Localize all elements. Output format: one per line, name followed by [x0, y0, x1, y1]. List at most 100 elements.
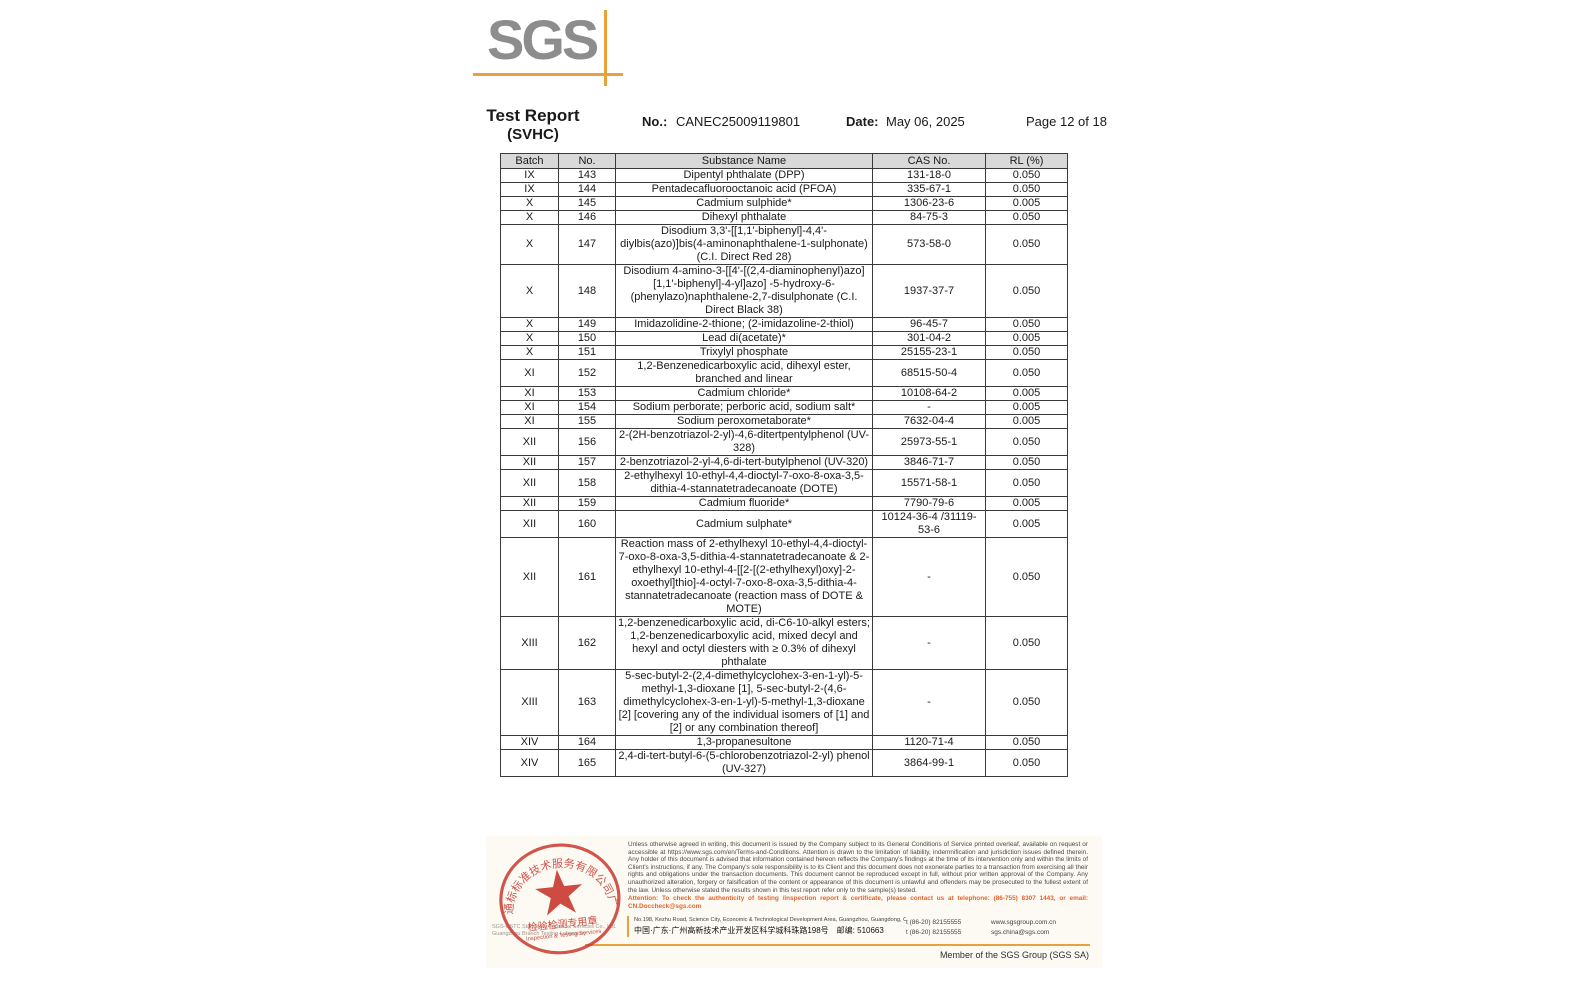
- cell-cas: 84-75-3: [872, 210, 986, 225]
- table-row: XII 161 Reaction mass of 2-ethylhexyl 10…: [500, 537, 1068, 617]
- cell-batch: XII: [500, 510, 559, 538]
- cell-substance-name: Cadmium chloride*: [615, 386, 873, 401]
- table-header-row: Batch No. Substance Name CAS No. RL (%): [500, 153, 1068, 169]
- cell-cas: 3864-99-1: [872, 749, 986, 777]
- cell-substance-name: Sodium peroxometaborate*: [615, 414, 873, 429]
- report-no-label-text: No.:: [642, 114, 668, 129]
- cell-substance-name: Cadmium fluoride*: [615, 496, 873, 511]
- report-title: Test Report (SVHC): [473, 106, 593, 143]
- footer: SGS-CSTC Standards Technical Services Co…: [486, 835, 1102, 968]
- table-row: XIV 164 1,3-propanesultone 1120-71-4 0.0…: [500, 735, 1068, 750]
- report-title-line1: Test Report: [486, 106, 580, 125]
- cell-rl: 0.005: [985, 496, 1068, 511]
- cell-batch: XI: [500, 414, 559, 429]
- cell-no: 164: [558, 735, 616, 750]
- table-row: XII 159 Cadmium fluoride* 7790-79-6 0.00…: [500, 496, 1068, 511]
- cell-rl: 0.005: [985, 386, 1068, 401]
- cell-no: 143: [558, 168, 616, 183]
- cell-substance-name: Reaction mass of 2-ethylhexyl 10-ethyl-4…: [615, 537, 873, 617]
- cell-rl: 0.005: [985, 400, 1068, 415]
- cell-batch: XII: [500, 428, 559, 456]
- table-row: XI 153 Cadmium chloride* 10108-64-2 0.00…: [500, 386, 1068, 401]
- cell-substance-name: Sodium perborate; perboric acid, sodium …: [615, 400, 873, 415]
- cell-batch: X: [500, 196, 559, 211]
- table-row: XIV 165 2,4-di-tert-butyl-6-(5-chloroben…: [500, 749, 1068, 777]
- table-row: X 150 Lead di(acetate)* 301-04-2 0.005: [500, 331, 1068, 346]
- cell-substance-name: 2-benzotriazol-2-yl-4,6-di-tert-butylphe…: [615, 455, 873, 470]
- cell-no: 160: [558, 510, 616, 538]
- table-row: X 148 Disodium 4-amino-3-[[4'-[(2,4-diam…: [500, 264, 1068, 318]
- cell-batch: X: [500, 345, 559, 360]
- cell-substance-name: Trixylyl phosphate: [615, 345, 873, 360]
- cell-no: 159: [558, 496, 616, 511]
- web-column: www.sgsgroup.com.cn sgs.china@sgs.com: [991, 916, 1091, 937]
- cell-rl: 0.050: [985, 428, 1068, 456]
- address-block: No.198, Kezhu Road, Science City, Econom…: [627, 916, 1096, 937]
- cell-no: 152: [558, 359, 616, 387]
- cell-rl: 0.050: [985, 749, 1068, 777]
- cell-batch: XII: [500, 496, 559, 511]
- table-row: XIII 163 5-sec-butyl-2-(2,4-dimethylcycl…: [500, 669, 1068, 736]
- cell-no: 150: [558, 331, 616, 346]
- disclaimer-block: Unless otherwise agreed in writing, this…: [628, 841, 1088, 910]
- cell-cas: 68515-50-4: [872, 359, 986, 387]
- cell-cas: 25155-23-1: [872, 345, 986, 360]
- cell-substance-name: Lead di(acetate)*: [615, 331, 873, 346]
- cell-rl: 0.050: [985, 345, 1068, 360]
- company-name-lines: SGS-CSTC Standards Technical Services Co…: [492, 924, 642, 938]
- cell-no: 146: [558, 210, 616, 225]
- cell-cas: 15571-58-1: [872, 469, 986, 497]
- col-header-no: No.: [558, 153, 616, 169]
- cell-rl: 0.050: [985, 455, 1068, 470]
- footer-orange-rule: [585, 944, 1090, 946]
- cell-cas: 1120-71-4: [872, 735, 986, 750]
- cell-no: 147: [558, 224, 616, 265]
- cell-rl: 0.050: [985, 469, 1068, 497]
- cell-rl: 0.050: [985, 168, 1068, 183]
- report-no-label: No.:: [642, 114, 667, 129]
- substance-table-body: IX 143 Dipentyl phthalate (DPP) 131-18-0…: [500, 168, 1068, 777]
- cell-rl: 0.005: [985, 196, 1068, 211]
- cell-substance-name: 2-(2H-benzotriazol-2-yl)-4,6-ditertpenty…: [615, 428, 873, 456]
- table-row: XIII 162 1,2-benzenedicarboxylic acid, d…: [500, 616, 1068, 670]
- report-date-label: Date:: [846, 114, 879, 129]
- cell-batch: XIV: [500, 749, 559, 777]
- report-date-value: May 06, 2025: [886, 114, 965, 129]
- cell-no: 154: [558, 400, 616, 415]
- logo-vertical-line: [604, 10, 607, 86]
- cell-rl: 0.050: [985, 735, 1068, 750]
- cell-substance-name: 1,2-benzenedicarboxylic acid, di-C6-10-a…: [615, 616, 873, 670]
- cell-batch: XI: [500, 359, 559, 387]
- cell-no: 145: [558, 196, 616, 211]
- cell-substance-name: Disodium 3,3'-[[1,1'-biphenyl]-4,4'-diyl…: [615, 224, 873, 265]
- cell-substance-name: 2-ethylhexyl 10-ethyl-4,4-dioctyl-7-oxo-…: [615, 469, 873, 497]
- cell-substance-name: Imidazolidine-2-thione; (2-imidazoline-2…: [615, 317, 873, 332]
- website-text: www.sgsgroup.com.cn: [991, 919, 1057, 926]
- telephone-column: t (86-20) 82155555 t (86-20) 82155555: [906, 916, 991, 937]
- cell-rl: 0.050: [985, 669, 1068, 736]
- sgs-logo: SGS: [473, 8, 637, 90]
- cell-batch: X: [500, 317, 559, 332]
- cell-rl: 0.050: [985, 210, 1068, 225]
- disclaimer-text: Unless otherwise agreed in writing, this…: [628, 841, 1088, 894]
- cell-cas: 1937-37-7: [872, 264, 986, 318]
- cell-cas: 10108-64-2: [872, 386, 986, 401]
- table-row: XII 156 2-(2H-benzotriazol-2-yl)-4,6-dit…: [500, 428, 1068, 456]
- table-row: XII 157 2-benzotriazol-2-yl-4,6-di-tert-…: [500, 455, 1068, 470]
- cell-no: 153: [558, 386, 616, 401]
- col-header-substance-name: Substance Name: [615, 153, 873, 169]
- col-header-rl: RL (%): [985, 153, 1068, 169]
- cell-no: 149: [558, 317, 616, 332]
- cell-substance-name: Cadmium sulphide*: [615, 196, 873, 211]
- cell-substance-name: 2,4-di-tert-butyl-6-(5-chlorobenzotriazo…: [615, 749, 873, 777]
- cell-cas: 25973-55-1: [872, 428, 986, 456]
- cell-rl: 0.050: [985, 182, 1068, 197]
- cell-cas: 131-18-0: [872, 168, 986, 183]
- cell-batch: XII: [500, 455, 559, 470]
- sgs-logo-text: SGS: [487, 8, 599, 71]
- cell-substance-name: Dipentyl phthalate (DPP): [615, 168, 873, 183]
- table-row: X 146 Dihexyl phthalate 84-75-3 0.050: [500, 210, 1068, 225]
- cell-substance-name: Dihexyl phthalate: [615, 210, 873, 225]
- cell-rl: 0.050: [985, 537, 1068, 617]
